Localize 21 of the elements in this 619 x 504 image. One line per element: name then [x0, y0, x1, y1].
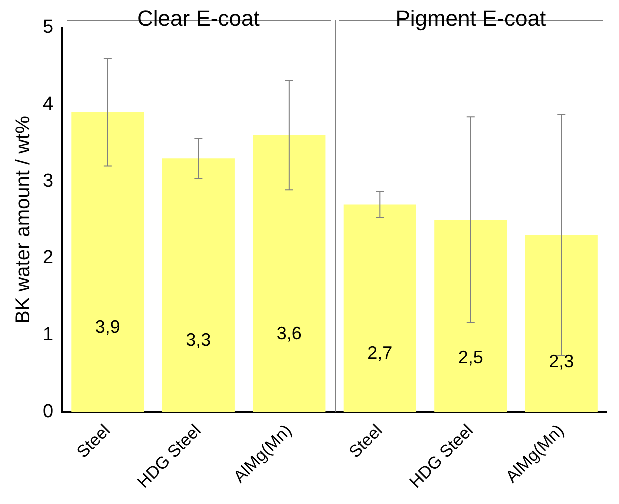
data-label: 3,6 [276, 324, 302, 344]
y-tick-label: 3 [42, 170, 54, 192]
bar [253, 136, 326, 412]
data-label: 2,7 [368, 343, 393, 364]
y-tick-label: 5 [42, 17, 54, 38]
y-tick-label: 0 [42, 401, 54, 422]
data-label: 3,9 [95, 317, 120, 338]
annotation: Pigment E-coat [396, 6, 546, 32]
data-label: 2,5 [458, 347, 484, 368]
y-axis-title: BK water amount / wt% [12, 116, 35, 324]
data-label: 3,3 [186, 330, 212, 350]
bar [72, 112, 144, 412]
y-tick-label: 2 [42, 248, 54, 269]
annotation: Clear E-coat [138, 6, 260, 32]
bar [162, 158, 235, 412]
y-tick-label: 4 [42, 94, 54, 116]
bar [525, 235, 598, 412]
data-label: 2,3 [549, 352, 574, 372]
y-tick-label: 1 [42, 324, 54, 346]
bar [434, 220, 508, 412]
bar [344, 204, 416, 412]
